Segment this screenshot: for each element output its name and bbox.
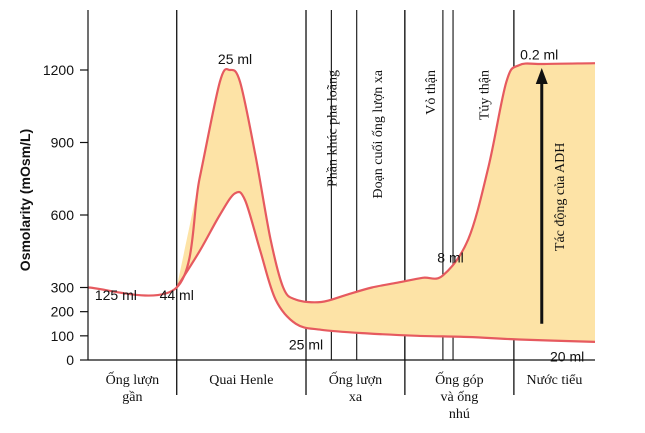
chart-labels: Osmolarity (mOsm/L) Ống lượn gần Quai Henle… [17, 46, 584, 422]
segment-label: Ống lượn [329, 370, 383, 388]
volume-label: 25 ml [289, 336, 323, 352]
y-tick-label: 900 [51, 135, 75, 151]
segment-label: Nước tiểu [527, 373, 583, 388]
volume-label: 25 ml [218, 51, 252, 67]
segment-label: Ống lượn [106, 370, 160, 388]
volume-label: 125 ml [95, 287, 137, 303]
series-lower-curve [175, 190, 596, 343]
y-tick-label: 100 [51, 328, 75, 344]
segment-label: nhú [449, 407, 470, 422]
region-vertical-label: Tủy thận [477, 70, 492, 120]
segment-label: gần [122, 390, 142, 405]
segment-label: Quai Henle [209, 373, 273, 388]
y-axis-title: Osmolarity (mOsm/L) [17, 129, 33, 271]
segment-label: Ống góp [435, 370, 484, 388]
segment-label: xa [349, 390, 363, 405]
y-tick-label: 1200 [43, 62, 74, 78]
osmolarity-range-fill [176, 63, 595, 342]
segment-label: và ống [441, 390, 479, 405]
volume-label: 0.2 ml [520, 46, 558, 62]
y-tick-label: 300 [51, 280, 75, 296]
y-tick-label: 600 [51, 207, 75, 223]
volume-label: 44 ml [160, 287, 194, 303]
region-vertical-label: Đoạn cuối ống lượn xa [371, 69, 386, 198]
y-axis-ticks: 0 100 200 300 600 900 1200 [43, 62, 88, 368]
region-vertical-label: Phần khúc pha loãng [325, 70, 340, 187]
y-tick-label: 200 [51, 304, 75, 320]
volume-label: 20 ml [550, 348, 584, 364]
region-vertical-label: Vỏ thận [424, 70, 439, 115]
volume-label: 8 ml [437, 249, 463, 265]
y-tick-label: 0 [66, 352, 74, 368]
adh-arrow-head [535, 68, 548, 84]
series-upper-curve [87, 62, 596, 304]
adh-arrow-label: Tác động của ADH [553, 143, 568, 251]
adh-arrow: Tác động của ADH [535, 68, 568, 324]
